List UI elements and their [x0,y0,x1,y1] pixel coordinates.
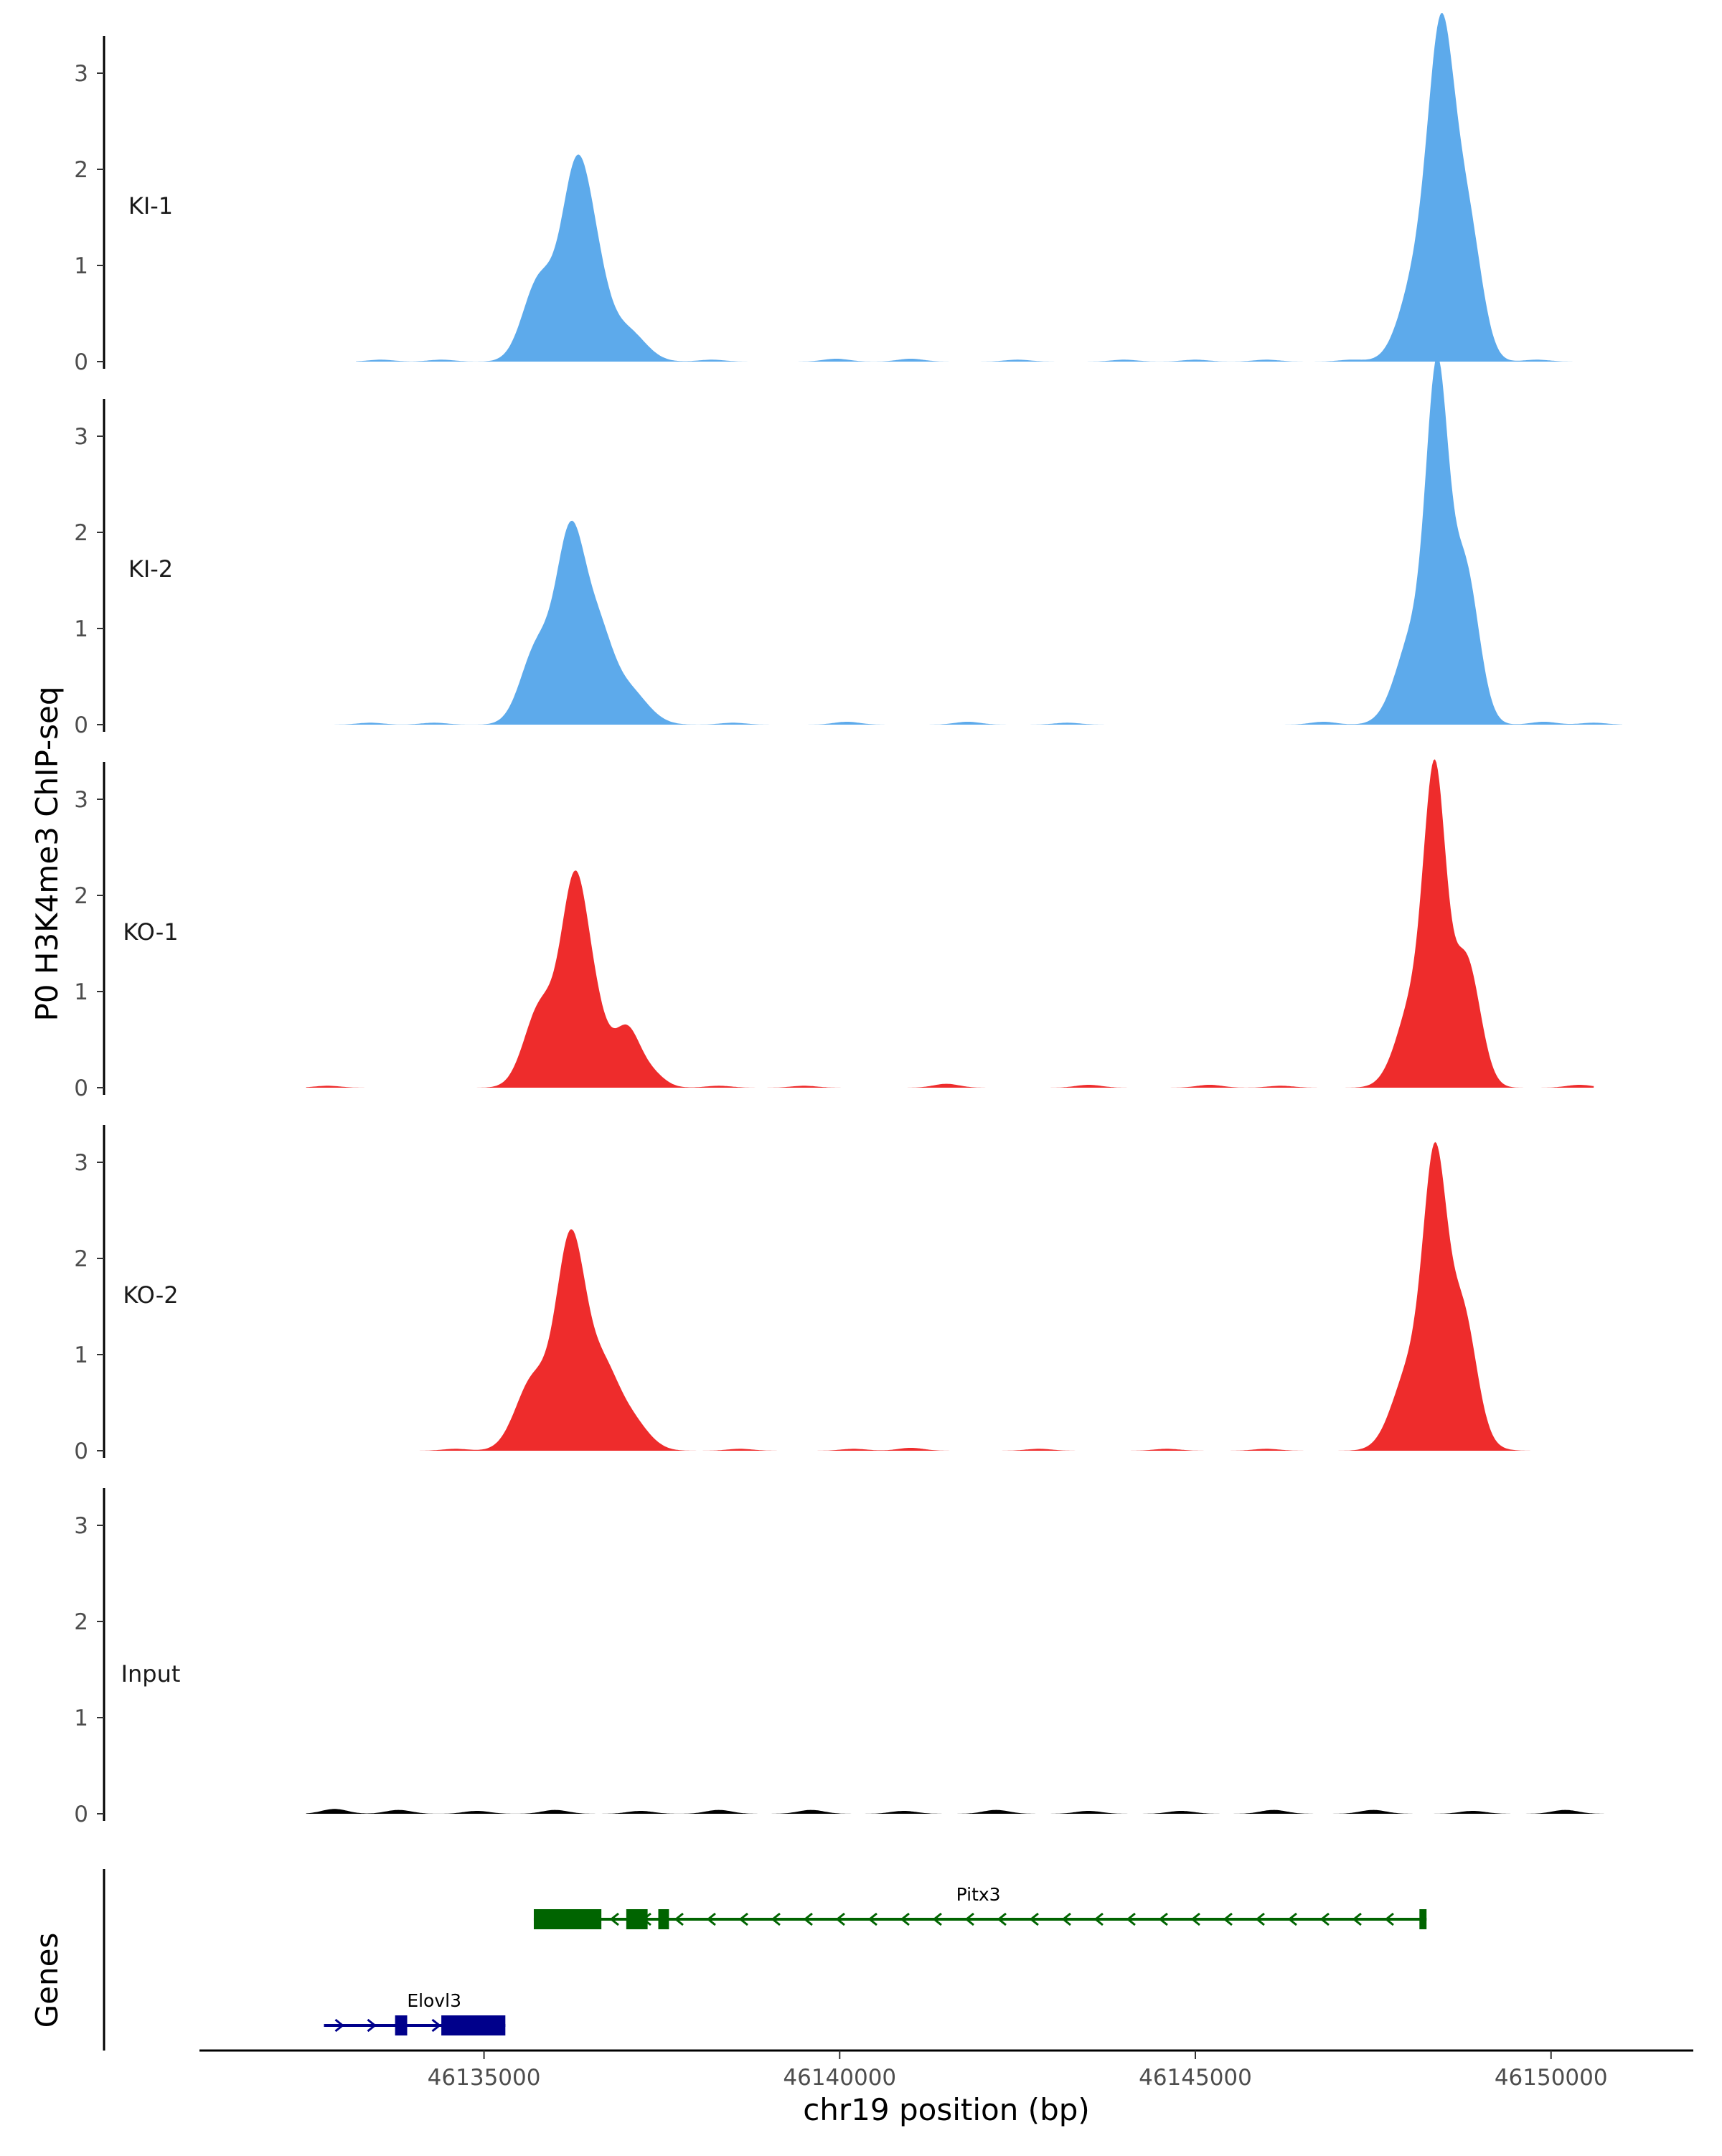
track-ko-2: 0 1 2 3 KO-2 [74,1125,1594,1464]
signal-area-ko-1 [306,759,1594,1088]
y-tick-label: 3 [74,787,88,813]
x-tick-label: 46135000 [428,2065,541,2091]
strand-arrow [1061,1912,1071,1926]
y-tick-label: 2 [74,883,88,909]
strand-arrow [1190,1912,1200,1926]
tracks-layer: 0 1 2 3 KI-1 0 1 2 3 KI-2 0 1 2 3 KO-1 0 1 2 3 KO-2 0 1 2 3 Inpu… [74,13,1622,1827]
y-tick-label: 1 [74,1342,88,1368]
strand-arrow [609,1912,619,1926]
strand-arrow [997,1912,1007,1926]
y-tick-label: 3 [74,61,88,87]
y-tick-label: 3 [74,1150,88,1176]
strand-arrow [1287,1912,1297,1926]
strand-arrow [932,1912,942,1926]
signal-area-ko-2 [363,1141,1594,1451]
strand-arrow [334,2018,344,2033]
y-tick-label: 1 [74,1705,88,1731]
strand-arrow [706,1912,716,1926]
track-input: 0 1 2 3 Input [74,1488,1622,1827]
track-ko-1: 0 1 2 3 KO-1 [74,759,1594,1101]
strand-arrow [1223,1912,1233,1926]
gene-exon [626,1909,648,1929]
y-tick-label: 1 [74,253,88,279]
track-label: KI-1 [128,192,173,220]
x-axis-title: chr19 position (bp) [803,2092,1090,2127]
signal-area-ki-2 [306,356,1622,725]
signal-area-input [306,1809,1622,1814]
strand-arrow [367,2018,377,2033]
y-tick-label: 2 [74,157,88,183]
strand-arrow [431,2018,441,2033]
x-axis: 46135000 46140000 46145000 46150000 [199,2049,1693,2091]
x-tick-label: 46140000 [783,2065,896,2091]
y-tick-label: 1 [74,616,88,642]
track-label: KI-2 [128,555,173,583]
gene-elovl3: Elovl3 [324,1990,506,2035]
x-tick-label: 46145000 [1139,2065,1252,2091]
track-label: KO-2 [123,1281,178,1309]
y-tick-label: 2 [74,1609,88,1635]
strand-arrow [1319,1912,1330,1926]
strand-arrow [1126,1912,1136,1926]
genes-layer: Pitx3 Elovl3 [103,1869,1427,2051]
strand-arrow [1352,1912,1362,1926]
strand-arrow [1158,1912,1168,1926]
strand-arrow [738,1912,748,1926]
signal-area-ki-1 [356,13,1573,362]
strand-arrow [803,1912,813,1926]
strand-arrow [1029,1912,1039,1926]
track-ki-1: 0 1 2 3 KI-1 [74,13,1573,375]
strand-arrow [674,1912,684,1926]
strand-arrow [1093,1912,1104,1926]
strand-arrow [1384,1912,1394,1926]
strand-arrow [964,1912,974,1926]
track-label: Input [121,1660,181,1687]
y-tick-label: 0 [74,349,88,375]
gene-exon [441,2015,506,2035]
y-tick-label: 0 [74,1439,88,1464]
y-axis-title: P0 H3K4me3 ChIP-seq [29,686,65,1021]
y-tick-label: 3 [74,1513,88,1539]
track-ki-2: 0 1 2 3 KI-2 [74,356,1622,738]
strand-arrow [835,1912,845,1926]
strand-arrow [867,1912,878,1926]
gene-label: Pitx3 [956,1884,1001,1905]
gene-exon [1419,1909,1427,1929]
y-tick-label: 1 [74,979,88,1005]
y-tick-label: 0 [74,712,88,738]
gene-pitx3: Pitx3 [533,1884,1427,1929]
gene-exon [533,1909,602,1929]
track-label: KO-1 [123,918,178,946]
strand-arrow [1255,1912,1265,1926]
gene-exon [395,2015,408,2035]
strand-arrow [771,1912,781,1926]
y-tick-label: 0 [74,1075,88,1101]
y-tick-label: 0 [74,1802,88,1827]
strand-arrow [900,1912,910,1926]
y-tick-label: 2 [74,1246,88,1272]
y-tick-label: 2 [74,520,88,546]
y-tick-label: 3 [74,424,88,450]
gene-exon [658,1909,669,1929]
genes-title: Genes [29,1933,65,2028]
gene-label: Elovl3 [407,1990,461,2011]
x-tick-label: 46150000 [1495,2065,1608,2091]
